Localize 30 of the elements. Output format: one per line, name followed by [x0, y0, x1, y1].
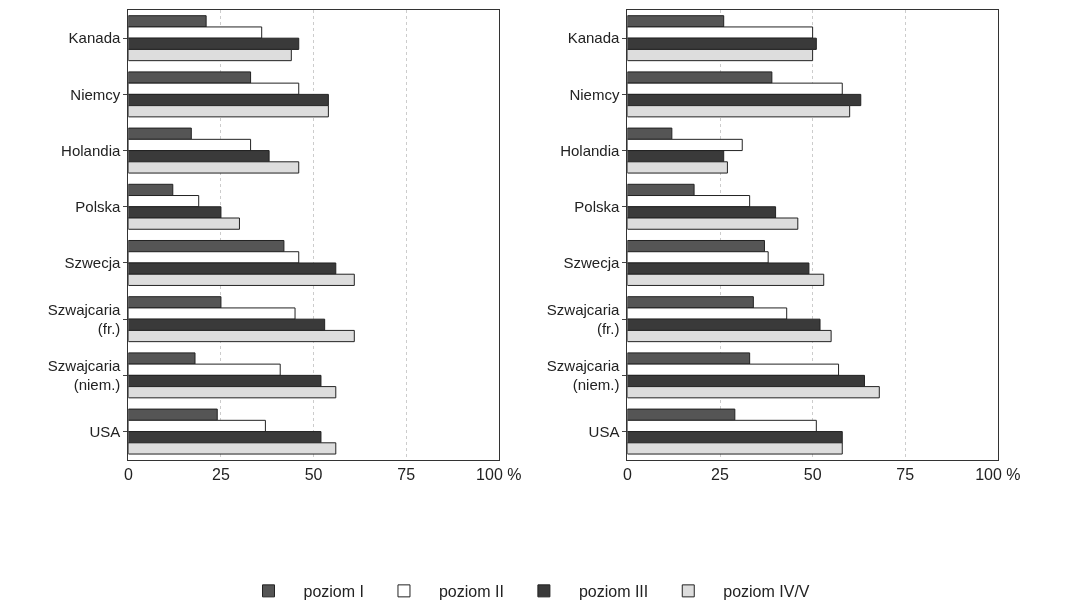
- y-tick-label: Szwajcaria (niem.): [546, 356, 621, 394]
- y-tick-label: Szwajcaria (fr.): [47, 300, 121, 338]
- y-tick-label: Holandia: [560, 141, 621, 159]
- x-tick-label: 0: [622, 465, 632, 483]
- x-tick-label: 100 %: [975, 465, 1021, 483]
- y-tick-label: Szwajcaria (fr.): [546, 300, 621, 338]
- y-tick-label: Niemcy: [70, 85, 121, 103]
- y-tick-label: Niemcy: [569, 85, 620, 103]
- x-tick-label: 0: [123, 465, 133, 483]
- y-tick-label: Kanada: [567, 29, 621, 47]
- y-tick-label: Polska: [75, 198, 121, 216]
- legend-label: poziom III: [578, 583, 649, 601]
- y-tick-label: Polska: [574, 198, 621, 216]
- x-tick-label: 50: [304, 465, 323, 483]
- y-tick-label: USA: [89, 422, 121, 440]
- y-tick-label: Szwecja: [563, 254, 621, 272]
- x-tick-label: 75: [896, 465, 915, 483]
- legend-label: poziom II: [438, 583, 504, 601]
- x-tick-label: 100 %: [476, 465, 522, 483]
- y-tick-label: Szwajcaria (niem.): [47, 356, 121, 394]
- y-tick-label: USA: [588, 422, 620, 440]
- y-tick-label: Holandia: [61, 141, 121, 159]
- legend-label: poziom IV/V: [723, 583, 810, 601]
- x-tick-label: 50: [803, 465, 822, 483]
- x-tick-label: 25: [711, 465, 730, 483]
- y-tick-label: Kanada: [68, 29, 121, 47]
- x-tick-label: 75: [397, 465, 416, 483]
- y-tick-label: Szwecja: [64, 254, 121, 272]
- x-tick-label: 25: [212, 465, 230, 483]
- legend-label: poziom I: [303, 583, 364, 601]
